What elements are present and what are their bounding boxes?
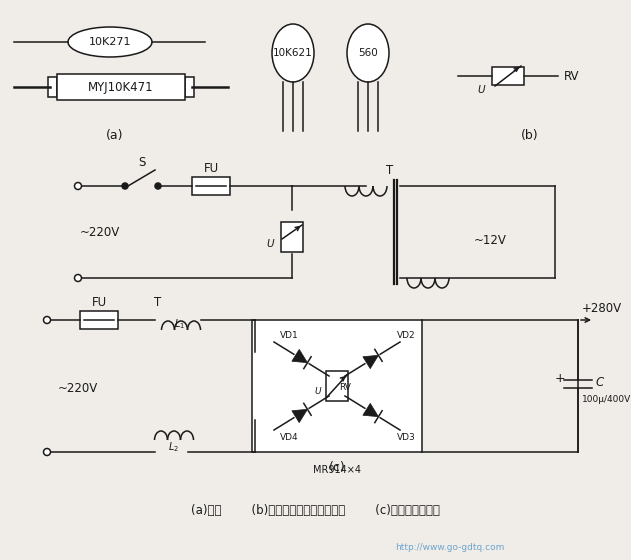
Text: 10K621: 10K621 xyxy=(273,48,313,58)
Bar xyxy=(252,320,422,452)
Polygon shape xyxy=(363,355,379,368)
Text: VD2: VD2 xyxy=(398,330,416,339)
Text: 100μ/400V: 100μ/400V xyxy=(582,395,631,404)
Polygon shape xyxy=(363,403,379,417)
Bar xyxy=(57,74,185,100)
Text: http://www.go-gdtq.com: http://www.go-gdtq.com xyxy=(395,544,505,553)
Text: T: T xyxy=(155,296,162,310)
Polygon shape xyxy=(292,349,307,363)
Text: 560: 560 xyxy=(358,48,378,58)
Bar xyxy=(48,77,57,97)
Ellipse shape xyxy=(347,24,389,82)
Text: (a)外形        (b)电气图形符号及文字符号        (c)过电压保护电路: (a)外形 (b)电气图形符号及文字符号 (c)过电压保护电路 xyxy=(191,503,439,516)
Text: U: U xyxy=(266,239,274,249)
Ellipse shape xyxy=(68,27,152,57)
Text: $L_1$: $L_1$ xyxy=(175,317,186,331)
Circle shape xyxy=(44,316,50,324)
Polygon shape xyxy=(292,409,307,423)
Bar xyxy=(492,67,524,85)
Text: FU: FU xyxy=(91,296,107,309)
Text: (a): (a) xyxy=(106,128,124,142)
Text: RV: RV xyxy=(339,384,351,393)
Text: MR914×4: MR914×4 xyxy=(313,465,361,475)
Bar xyxy=(185,77,194,97)
Bar xyxy=(192,177,230,195)
Text: $L_2$: $L_2$ xyxy=(167,440,179,454)
Text: +280V: +280V xyxy=(582,301,622,315)
Text: C: C xyxy=(596,376,604,389)
Text: VD4: VD4 xyxy=(280,432,298,441)
Ellipse shape xyxy=(272,24,314,82)
Circle shape xyxy=(155,183,161,189)
Text: FU: FU xyxy=(203,161,218,175)
Text: RV: RV xyxy=(564,69,579,82)
Text: (b): (b) xyxy=(521,128,539,142)
Text: VD1: VD1 xyxy=(280,330,298,339)
Circle shape xyxy=(74,183,81,189)
Bar xyxy=(80,311,118,329)
Text: ~220V: ~220V xyxy=(80,226,120,239)
Text: U: U xyxy=(314,388,321,396)
Circle shape xyxy=(74,274,81,282)
Text: T: T xyxy=(386,164,394,176)
Text: 10K271: 10K271 xyxy=(89,37,131,47)
Text: U: U xyxy=(478,85,485,95)
Text: +: + xyxy=(555,371,565,385)
Circle shape xyxy=(44,449,50,455)
Text: S: S xyxy=(138,156,146,170)
Text: (c): (c) xyxy=(329,460,345,474)
Bar xyxy=(326,371,348,401)
Circle shape xyxy=(122,183,128,189)
Text: MYJ10K471: MYJ10K471 xyxy=(88,81,154,94)
Text: VD3: VD3 xyxy=(398,432,416,441)
Text: ~12V: ~12V xyxy=(473,234,507,246)
Bar xyxy=(281,222,303,252)
Text: ~220V: ~220V xyxy=(58,381,98,394)
